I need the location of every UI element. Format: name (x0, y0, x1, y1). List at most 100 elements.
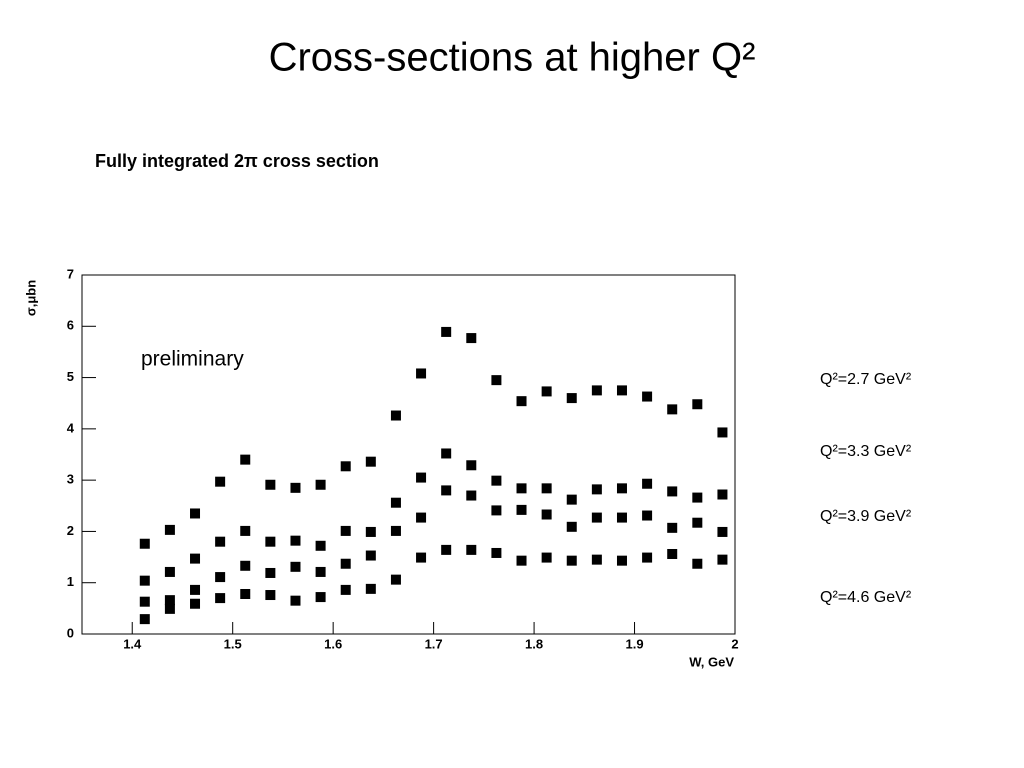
data-point (717, 554, 728, 565)
data-point (190, 508, 201, 519)
x-tick-label: 1.7 (425, 636, 443, 651)
data-point (215, 572, 226, 583)
data-point (667, 522, 678, 533)
data-point (365, 550, 376, 561)
data-point (541, 509, 552, 520)
data-point (516, 483, 527, 494)
data-point (667, 548, 678, 559)
data-point (265, 536, 276, 547)
x-tick-label: 1.9 (625, 636, 643, 651)
data-point (290, 595, 301, 606)
data-point (416, 472, 427, 483)
y-tick-label: 3 (67, 472, 74, 487)
data-point (491, 475, 502, 486)
data-point (365, 583, 376, 594)
data-point (390, 497, 401, 508)
legend-label: Q²=2.7 GeV² (820, 371, 912, 388)
data-point (390, 525, 401, 536)
data-point (516, 504, 527, 515)
data-point (491, 547, 502, 558)
data-point (566, 555, 577, 566)
data-point (240, 454, 251, 465)
data-point (466, 544, 477, 555)
data-point (441, 326, 452, 337)
chart-subtitle: Fully integrated 2π cross section (95, 151, 379, 171)
y-tick-label: 5 (67, 369, 74, 384)
data-point (667, 486, 678, 497)
data-point (642, 510, 653, 521)
y-tick-label: 6 (67, 318, 74, 333)
data-point (466, 333, 477, 344)
data-point (566, 494, 577, 505)
data-point (390, 574, 401, 585)
data-point (340, 584, 351, 595)
data-point (591, 554, 602, 565)
data-point (139, 575, 150, 586)
data-point (692, 492, 703, 503)
legend-label: Q²=4.6 GeV² (820, 589, 912, 606)
x-tick-label: 1.8 (525, 636, 543, 651)
data-point (190, 553, 201, 564)
data-point (616, 512, 627, 523)
data-point (290, 482, 301, 493)
data-point (441, 448, 452, 459)
data-point (717, 427, 728, 438)
data-point (315, 540, 326, 551)
plot-frame (81, 274, 736, 635)
data-point (616, 483, 627, 494)
data-point (139, 538, 150, 549)
data-point (290, 561, 301, 572)
data-point (190, 584, 201, 595)
data-point (240, 588, 251, 599)
y-tick-label: 1 (67, 574, 74, 589)
data-point (365, 456, 376, 467)
data-point (215, 593, 226, 604)
data-point (466, 490, 477, 501)
data-point (416, 368, 427, 379)
x-tick-label: 2 (731, 636, 738, 651)
data-point (265, 567, 276, 578)
data-point (215, 476, 226, 487)
data-point (692, 399, 703, 410)
data-point (164, 603, 175, 614)
y-tick-label: 0 (67, 625, 74, 640)
y-tick-label: 7 (67, 266, 74, 281)
data-point (139, 596, 150, 607)
data-point (616, 555, 627, 566)
data-point (642, 391, 653, 402)
data-point (315, 479, 326, 490)
data-point (240, 560, 251, 571)
data-point (491, 375, 502, 386)
legend-label: Q²=3.3 GeV² (820, 443, 912, 460)
x-axis-label: W, GeV (689, 654, 734, 669)
data-point (365, 526, 376, 537)
x-tick-label: 1.5 (224, 636, 242, 651)
data-point (717, 526, 728, 537)
data-point (139, 614, 150, 625)
data-point (717, 489, 728, 500)
data-point (164, 595, 175, 606)
data-point (566, 521, 577, 532)
data-point (541, 483, 552, 494)
data-point (642, 478, 653, 489)
data-point (315, 566, 326, 577)
data-point (692, 558, 703, 569)
data-point (541, 552, 552, 563)
x-tick-label: 1.4 (123, 636, 142, 651)
data-point (667, 404, 678, 415)
data-point (190, 598, 201, 609)
data-point (290, 535, 301, 546)
data-point (390, 410, 401, 421)
data-point (315, 592, 326, 603)
data-point (692, 517, 703, 528)
data-point (416, 512, 427, 523)
data-point (566, 393, 577, 404)
data-point (265, 590, 276, 601)
data-point (164, 566, 175, 577)
data-point (265, 479, 276, 490)
data-point (591, 484, 602, 495)
data-point (541, 386, 552, 397)
data-point (340, 461, 351, 472)
data-point (516, 555, 527, 566)
